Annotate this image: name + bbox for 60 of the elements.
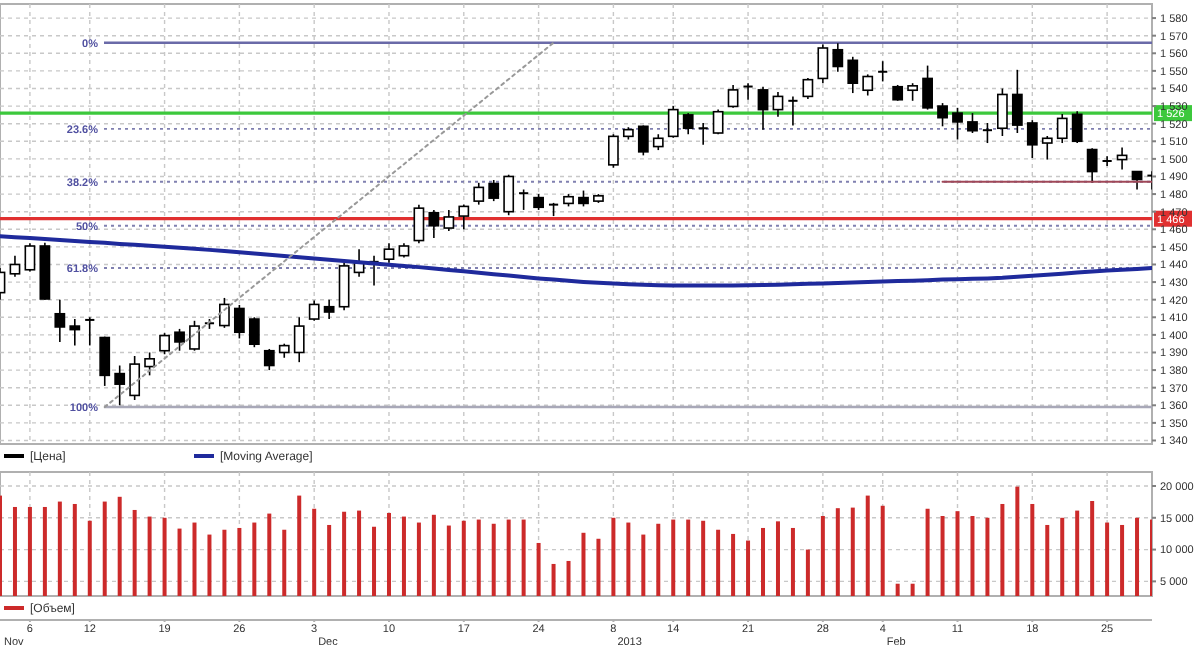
candlestick: [1101, 155, 1113, 167]
candlestick: [518, 188, 530, 211]
candlestick: [174, 328, 185, 352]
candlestick: [69, 318, 81, 347]
candlestick: [1086, 147, 1098, 184]
candlestick: [862, 73, 874, 97]
candlestick: [667, 105, 679, 139]
candlestick: [981, 122, 994, 144]
candlestick: [1026, 119, 1038, 159]
candlestick: [293, 316, 305, 363]
candlestick: [727, 84, 739, 109]
candlestick: [144, 351, 156, 377]
candlestick: [817, 43, 829, 84]
candlestick: [608, 133, 619, 169]
candlestick: [428, 209, 440, 239]
candlestick: [682, 112, 694, 136]
candlestick: [473, 182, 485, 206]
candlestick: [757, 85, 769, 131]
candlestick: [877, 60, 889, 83]
candlestick: [1041, 135, 1053, 161]
candlestick: [443, 209, 455, 232]
candlestick: [233, 304, 245, 340]
candlestick: [922, 64, 933, 111]
candlestick: [967, 112, 978, 134]
candlestick: [458, 203, 470, 231]
candlestick: [9, 254, 21, 278]
candlestick: [488, 179, 500, 202]
candlestick: [802, 77, 814, 100]
candlestick: [219, 297, 230, 329]
candlestick: [952, 107, 963, 141]
candlestick: [996, 87, 1008, 137]
line-series: [0, 234, 1152, 288]
candlestick: [712, 108, 724, 136]
candlestick: [129, 355, 141, 401]
candlestick: [637, 124, 649, 157]
candlestick: [697, 122, 709, 146]
candlestick: [742, 82, 754, 101]
candlestick: [1056, 113, 1068, 144]
candlestick: [383, 242, 395, 264]
candlestick: [263, 348, 275, 371]
candlestick: [159, 332, 170, 356]
candlestick: [832, 42, 844, 73]
candlestick: [413, 203, 425, 245]
candlestick: [1071, 110, 1083, 144]
candlestick: [503, 173, 515, 216]
candlestick: [54, 298, 66, 343]
candlestick: [787, 95, 799, 127]
candlestick: [248, 316, 260, 348]
candlestick: [114, 364, 126, 407]
candlestick: [1011, 69, 1023, 134]
candlestick: [323, 298, 335, 320]
candlestick: [847, 56, 859, 94]
candlestick: [84, 316, 96, 347]
candlestick: [338, 261, 350, 312]
candlestick: [99, 335, 111, 387]
candlestick: [1131, 170, 1143, 191]
candlestick: [937, 102, 948, 128]
candlestick: [189, 320, 200, 352]
candlestick: [24, 242, 36, 273]
candlestick: [308, 299, 320, 322]
